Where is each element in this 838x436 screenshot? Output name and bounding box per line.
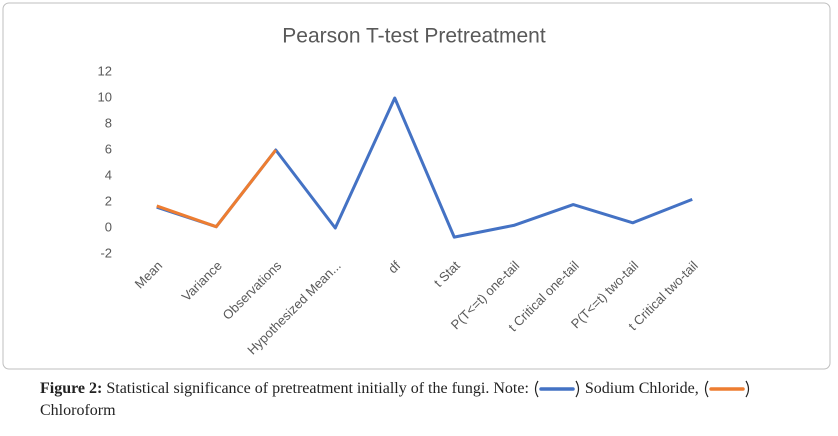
caption-label: Figure 2:: [40, 380, 103, 397]
legend-swatch: [539, 387, 575, 392]
caption-text: Statistical significance of pretreatment…: [106, 380, 529, 397]
parenthesis-shape: [704, 381, 709, 398]
parenthesis: [575, 381, 580, 398]
y-tick-label: 12: [98, 63, 112, 78]
parenthesis: [745, 381, 749, 398]
legend-item: Chloroform: [40, 380, 751, 419]
legend-swatch: [708, 387, 745, 392]
legend-item: Sodium Chloride,: [533, 380, 703, 398]
line-series: [156, 149, 277, 229]
parenthesis-shape: [575, 381, 580, 398]
caption: Figure 2: Statistical significance of pr…: [40, 378, 820, 422]
y-tick-label: 10: [98, 89, 112, 104]
y-tick-label: 6: [105, 141, 112, 156]
y-tick-label: 4: [105, 167, 112, 182]
parenthesis-shape: [534, 381, 539, 398]
chart-frame: [2, 2, 831, 370]
parenthesis-shape: [745, 381, 749, 398]
y-tick-label: 0: [105, 219, 112, 234]
legend: Sodium Chloride, Chloroform: [40, 380, 751, 419]
parenthesis: [704, 381, 709, 398]
y-tick-label: 8: [105, 115, 112, 130]
y-tick-label: 2: [105, 193, 112, 208]
parenthesis: [534, 381, 539, 398]
chart: Pearson T-test Pretreatment -2024681012M…: [2, 2, 831, 370]
chart-title: Pearson T-test Pretreatment: [282, 25, 546, 48]
legend-label: Sodium Chloride: [584, 380, 695, 397]
delimiter: ,: [694, 380, 699, 397]
y-tick-label: -2: [100, 245, 112, 260]
legend-label: Chloroform: [40, 402, 116, 419]
